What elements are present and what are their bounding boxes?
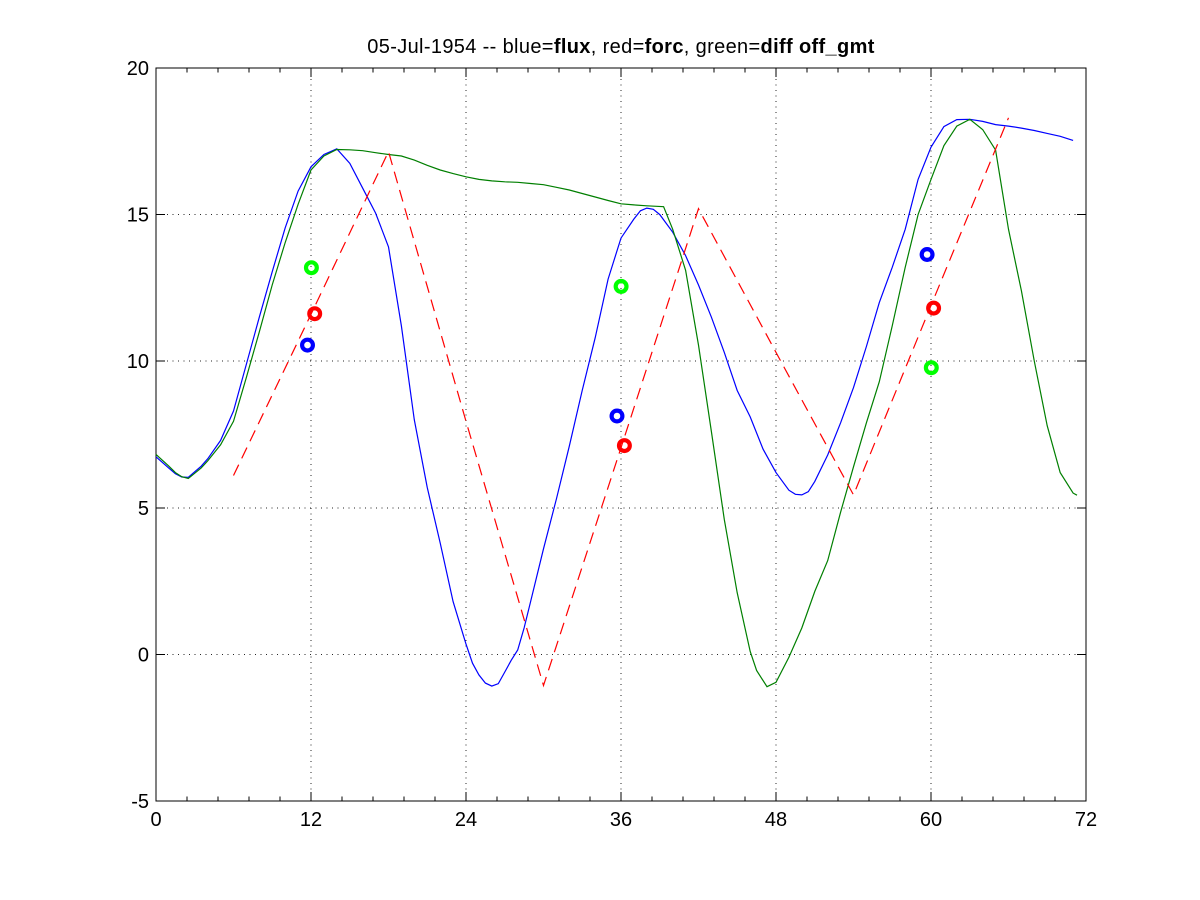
svg-text:5: 5	[138, 498, 149, 520]
svg-text:0: 0	[150, 809, 161, 831]
svg-text:05-Jul-1954 -- blue=flux, red=: 05-Jul-1954 -- blue=flux, red=forc, gree…	[367, 36, 874, 58]
svg-text:0: 0	[138, 644, 149, 666]
svg-text:20: 20	[127, 58, 149, 80]
svg-text:12: 12	[300, 809, 322, 831]
svg-text:48: 48	[765, 809, 787, 831]
svg-text:36: 36	[610, 809, 632, 831]
svg-text:60: 60	[920, 809, 942, 831]
svg-text:10: 10	[127, 351, 149, 373]
svg-text:-5: -5	[131, 791, 149, 813]
svg-text:72: 72	[1075, 809, 1097, 831]
svg-text:15: 15	[127, 205, 149, 227]
svg-text:24: 24	[455, 809, 477, 831]
